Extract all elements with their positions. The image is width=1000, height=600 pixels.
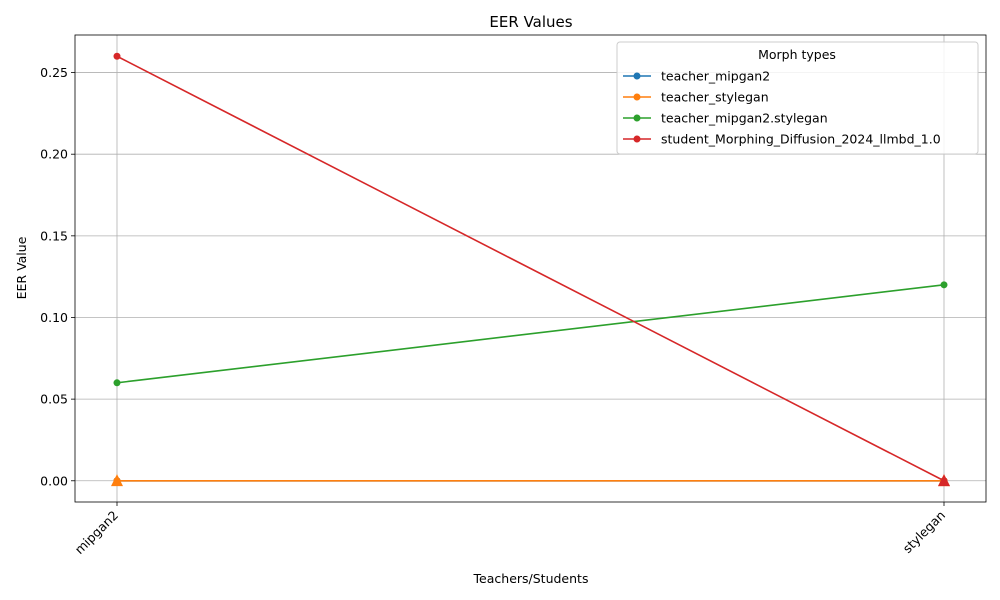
legend-swatch-marker — [634, 73, 641, 80]
legend-label: student_Morphing_Diffusion_2024_llmbd_1.… — [661, 132, 941, 147]
legend-swatch-marker — [634, 115, 641, 122]
x-tick-label: stylegan — [900, 508, 948, 556]
y-tick-label: 0.05 — [40, 392, 68, 407]
chart-title: EER Values — [489, 13, 572, 31]
legend-label: teacher_mipgan2.stylegan — [661, 111, 828, 126]
legend-swatch-marker — [634, 94, 641, 101]
x-axis-label: Teachers/Students — [473, 571, 589, 586]
legend-label: teacher_stylegan — [661, 90, 769, 105]
series-teacher_stylegan — [114, 477, 948, 484]
legend-label: teacher_mipgan2 — [661, 69, 770, 84]
data-point — [941, 281, 948, 288]
legend-item: student_Morphing_Diffusion_2024_llmbd_1.… — [623, 132, 941, 147]
y-tick-label: 0.25 — [40, 65, 68, 80]
data-point — [114, 379, 121, 386]
data-point — [114, 53, 121, 60]
y-axis-label: EER Value — [14, 236, 29, 299]
y-tick-label: 0.20 — [40, 147, 68, 162]
y-tick-label: 0.10 — [40, 310, 68, 325]
legend: Morph types teacher_mipgan2 teacher_style… — [617, 42, 978, 154]
y-tick-label: 0.00 — [40, 473, 68, 488]
legend-swatch-marker — [634, 136, 641, 143]
x-tick-label: mipgan2 — [72, 508, 122, 558]
series-line — [117, 285, 944, 383]
legend-title: Morph types — [758, 47, 836, 62]
y-tick-label: 0.15 — [40, 228, 68, 243]
series-teacher_mipgan2.stylegan — [114, 281, 948, 386]
